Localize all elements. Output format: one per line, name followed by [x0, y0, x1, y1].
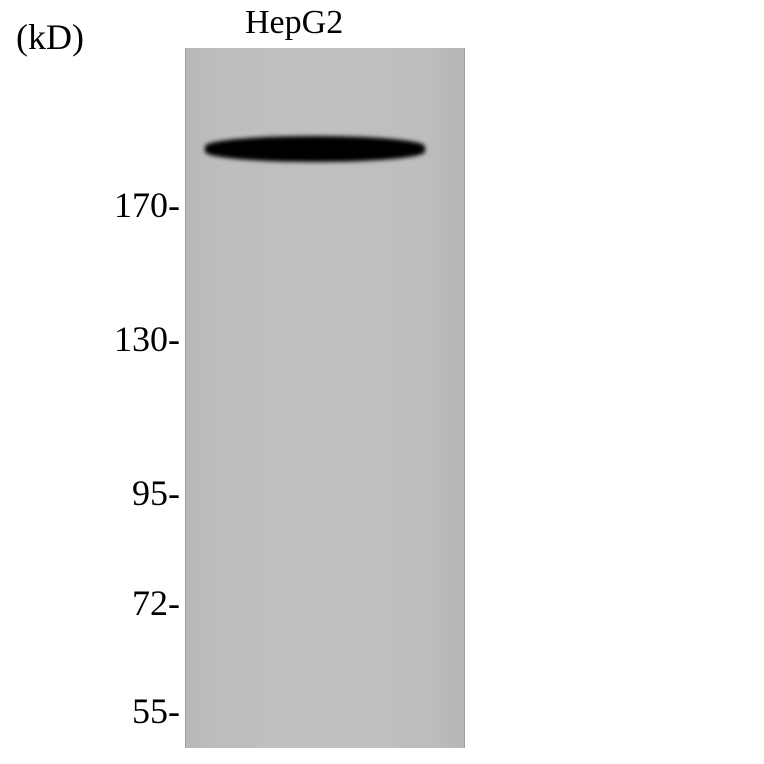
marker-72: 72-	[132, 582, 180, 624]
protein-band	[205, 136, 425, 162]
marker-170: 170-	[114, 184, 180, 226]
blot-lane	[185, 48, 465, 748]
western-blot-figure: (kD) HepG2 170- 130- 95- 72- 55-	[0, 0, 764, 764]
unit-label: (kD)	[16, 16, 84, 58]
sample-label-hepg2: HepG2	[245, 4, 343, 42]
marker-130: 130-	[114, 318, 180, 360]
marker-95: 95-	[132, 472, 180, 514]
marker-55: 55-	[132, 690, 180, 732]
